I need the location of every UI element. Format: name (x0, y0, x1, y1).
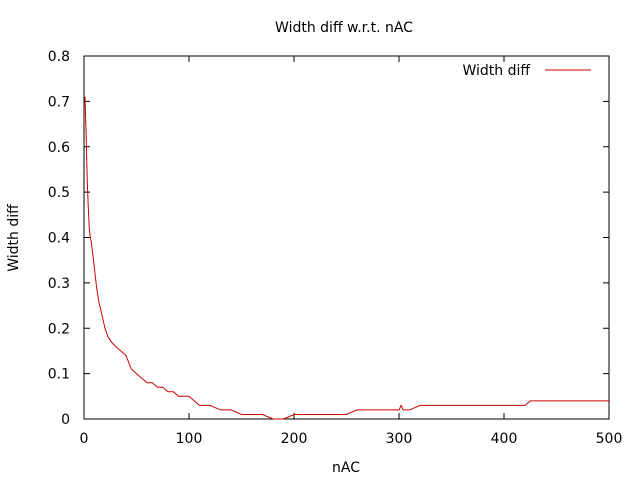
x-tick-label: 200 (281, 431, 308, 447)
x-tick-label: 0 (80, 431, 89, 447)
series-line-width-diff (84, 96, 609, 420)
y-tick-label: 0.7 (48, 94, 70, 110)
y-tick-label: 0.3 (48, 276, 70, 292)
legend-label: Width diff (462, 63, 530, 79)
y-tick-label: 0.6 (48, 140, 70, 156)
y-tick-label: 0.4 (48, 231, 70, 247)
y-tick-label: 0.8 (48, 49, 70, 65)
legend: Width diff (462, 63, 591, 79)
x-tick-label: 100 (176, 431, 203, 447)
y-tick-label: 0.2 (48, 321, 70, 337)
chart-title: Width diff w.r.t. nAC (275, 20, 413, 36)
y-tick-label: 0 (61, 412, 70, 428)
x-tick-label: 400 (491, 431, 518, 447)
y-tick-label: 0.5 (48, 185, 70, 201)
x-axis-label: nAC (332, 460, 360, 476)
y-axis-label: Width diff (6, 204, 22, 272)
plot-frame (83, 55, 610, 420)
y-tick-label: 0.1 (48, 367, 70, 383)
x-axis-ticks: 0 100 200 300 400 500 (80, 56, 623, 447)
x-tick-label: 500 (596, 431, 623, 447)
y-axis-ticks: 0 0.1 0.2 0.3 0.4 0.5 0.6 0.7 0.8 (48, 49, 609, 428)
x-tick-label: 300 (386, 431, 413, 447)
